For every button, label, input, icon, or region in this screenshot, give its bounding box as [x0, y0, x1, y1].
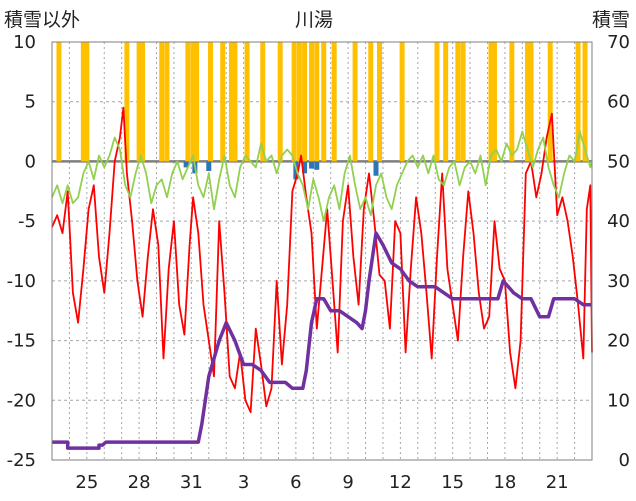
precip-bar [164, 42, 170, 162]
precip-bar [321, 42, 327, 162]
x-tick-label: 28 [128, 472, 151, 493]
precip-bar [509, 42, 515, 162]
plot-frame [51, 41, 593, 461]
x-tick-label: 31 [180, 472, 203, 493]
right-tick-label: 50 [607, 151, 630, 172]
series-lines [51, 106, 593, 450]
precip-bar [528, 42, 534, 162]
precip-bar [352, 42, 358, 162]
precip-bar [136, 42, 142, 162]
x-tick-label: 25 [75, 472, 98, 493]
precip-bar [368, 42, 374, 162]
left-tick-label: -15 [7, 331, 36, 352]
precip-bar [331, 42, 337, 162]
precip-bar [443, 42, 449, 162]
left-tick-label: 10 [13, 32, 36, 53]
precip-bar [547, 42, 553, 162]
right-tick-label: 60 [607, 92, 630, 113]
below-zero-bars [183, 161, 379, 180]
precip-bar [399, 42, 405, 162]
precip-bar [220, 42, 226, 162]
precip-bar [159, 42, 165, 162]
below-zero-bar [302, 161, 308, 174]
below-zero-bar [206, 161, 212, 171]
left-tick-label: -20 [7, 390, 36, 411]
right-tick-label: 0 [619, 450, 630, 471]
precip-bar [56, 42, 62, 162]
precip-bar [244, 42, 250, 162]
precip-bar [309, 42, 315, 162]
green-line [51, 130, 593, 223]
precip-bar [488, 42, 494, 162]
right-tick-label: 30 [607, 271, 630, 292]
precip-bar [185, 42, 191, 162]
x-tick-label: 6 [290, 472, 301, 493]
x-tick-label: 12 [389, 472, 412, 493]
temp-line [51, 106, 593, 414]
precip-bar [228, 42, 234, 162]
precip-bar [80, 42, 86, 162]
precip-bar [296, 42, 302, 162]
below-zero-bar [373, 161, 379, 176]
below-zero-bar [309, 161, 315, 169]
right-tick-label: 40 [607, 211, 630, 232]
x-tick-label: 21 [546, 472, 569, 493]
right-tick-label: 10 [607, 390, 630, 411]
precip-bar [277, 42, 283, 162]
precip-bar [455, 42, 461, 162]
right-axis-label: 積雪 [592, 9, 630, 31]
left-tick-label: 0 [25, 151, 36, 172]
precip-bar [314, 42, 320, 162]
precip-bar [260, 42, 266, 162]
precip-bar [208, 42, 214, 162]
snow-line [52, 231, 592, 450]
left-tick-label: -10 [7, 271, 36, 292]
precip-bar [434, 42, 440, 162]
precip-bar [302, 42, 308, 162]
precip-bar [376, 42, 382, 162]
left-axis-label: 積雪以外 [4, 9, 80, 31]
left-tick-label: 5 [25, 92, 36, 113]
below-zero-bar [314, 161, 320, 170]
precip-bar [582, 42, 588, 162]
precip-bar [190, 42, 196, 162]
chart-title: 川湯 [295, 9, 333, 31]
precip-bar [232, 42, 238, 162]
left-tick-label: -25 [7, 450, 36, 471]
precip-bar [291, 42, 297, 162]
precip-bar [194, 42, 200, 162]
precip-bar [575, 42, 581, 162]
precip-bar [124, 42, 130, 162]
right-tick-label: 20 [607, 331, 630, 352]
x-tick-label: 15 [441, 472, 464, 493]
left-tick-label: -5 [18, 211, 36, 232]
precip-bar [84, 42, 90, 162]
x-tick-label: 9 [342, 472, 353, 493]
precip-bar [525, 42, 531, 162]
below-zero-bar [183, 161, 189, 168]
right-tick-label: 70 [607, 32, 630, 53]
precip-bar [140, 42, 146, 162]
precip-bar [491, 42, 497, 162]
x-tick-label: 3 [238, 472, 249, 493]
precip-bars [56, 42, 588, 162]
x-tick-label: 18 [493, 472, 516, 493]
precip-bar [460, 42, 466, 162]
